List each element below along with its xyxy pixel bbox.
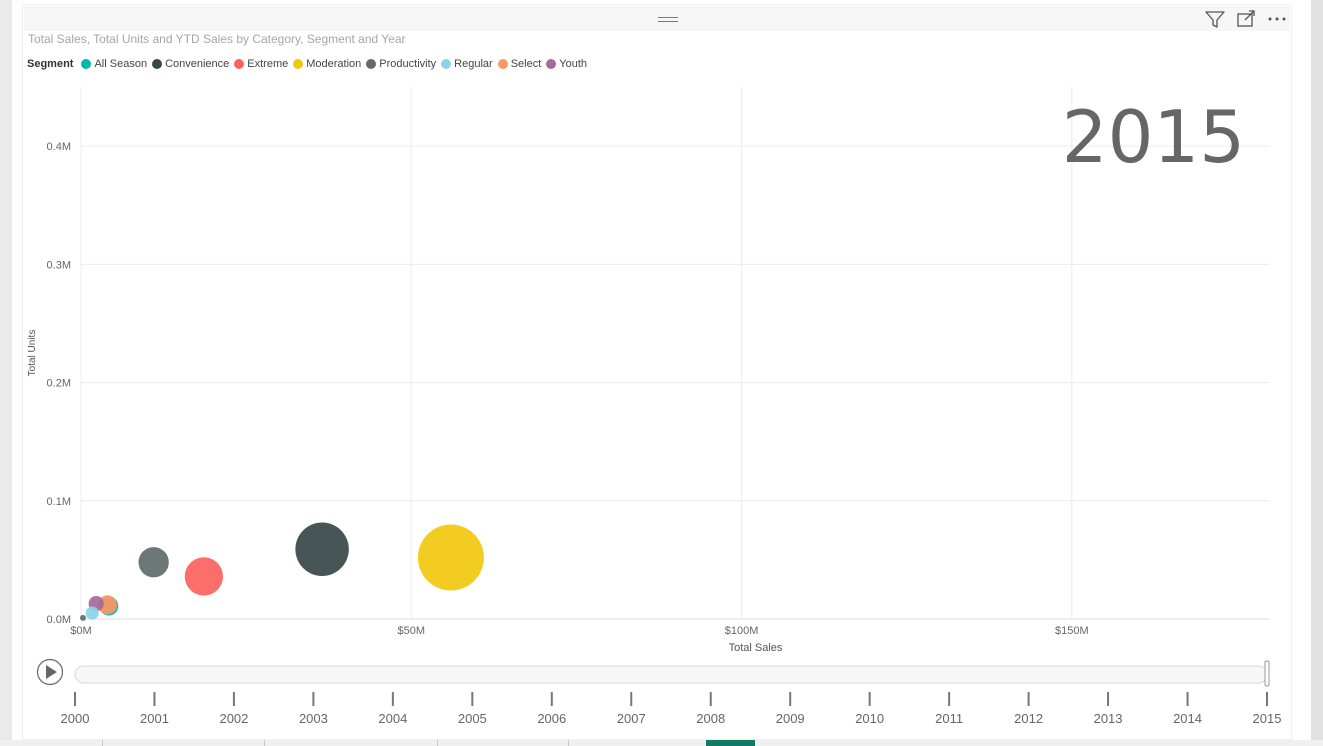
legend-item[interactable]: Convenience (152, 58, 229, 70)
timeline-year-label[interactable]: 2007 (617, 711, 646, 726)
legend-swatch (234, 59, 245, 69)
legend-label: Productivity (379, 58, 437, 70)
page-tabs-bar (0, 740, 1323, 746)
more-options-icon[interactable] (1266, 9, 1288, 29)
focus-mode-icon[interactable] (1235, 9, 1257, 29)
chart-title: Total Sales, Total Units and YTD Sales b… (28, 32, 406, 46)
y-tick-label: 0.3M (47, 259, 71, 271)
y-axis-title: Total Units (27, 330, 38, 377)
legend-label: Regular (454, 58, 493, 70)
page-tab-divider (264, 740, 265, 746)
legend-label: Moderation (306, 58, 362, 70)
timeline-year-label[interactable]: 2003 (299, 711, 328, 726)
legend-label: Extreme (247, 58, 289, 70)
play-icon[interactable] (46, 665, 57, 679)
y-tick-label: 0.4M (47, 141, 71, 153)
legend-label: Select (510, 58, 542, 70)
legend-label: All Season (94, 58, 148, 70)
legend-label: Youth (559, 58, 588, 70)
scatter-visual-card[interactable]: Total Sales, Total Units and YTD Sales b… (22, 4, 1292, 740)
legend-swatch (497, 59, 508, 69)
timeline-year-label[interactable]: 2000 (61, 711, 90, 726)
legend-swatch (293, 59, 304, 69)
legend-swatch (546, 59, 557, 69)
current-year-overlay: 2015 (1062, 95, 1245, 179)
legend-title: Segment (27, 58, 74, 70)
timeline-year-label[interactable]: 2014 (1173, 711, 1202, 726)
y-tick-label: 0.0M (47, 614, 71, 626)
timeline-year-label[interactable]: 2015 (1253, 711, 1282, 726)
timeline-year-label[interactable]: 2010 (855, 711, 884, 726)
x-tick-label: $150M (1055, 625, 1089, 637)
legend-item[interactable]: All Season (81, 58, 147, 70)
timeline-year-label[interactable]: 2005 (458, 711, 487, 726)
bubble-moderation[interactable] (417, 524, 484, 591)
y-tick-label: 0.2M (47, 378, 71, 390)
legend-swatch (366, 59, 377, 69)
timeline-track[interactable] (74, 665, 1268, 684)
timeline-year-label[interactable]: 2013 (1094, 711, 1123, 726)
y-tick-label: 0.1M (47, 496, 71, 508)
timeline-year-label[interactable]: 2009 (776, 711, 805, 726)
bubble-extreme[interactable] (184, 557, 224, 596)
bubble-productivity[interactable] (79, 614, 86, 621)
bubble-regular[interactable] (85, 606, 99, 620)
timeline-year-label[interactable]: 2002 (219, 711, 248, 726)
legend-swatch (81, 59, 92, 69)
x-tick-label: $0M (70, 625, 91, 637)
legend-label: Convenience (165, 58, 230, 70)
visual-header (24, 6, 1290, 31)
page-tab-divider (437, 740, 438, 746)
legend-item[interactable]: Youth (546, 58, 587, 70)
legend-items: All Season Convenience Extreme Moderation Pr… (81, 58, 592, 70)
page-tab-divider (568, 740, 569, 746)
filter-icon[interactable] (1204, 9, 1226, 29)
legend: Segment All Season Convenience Extreme Mode… (27, 58, 592, 70)
bubble-productivity[interactable] (138, 547, 169, 578)
legend-item[interactable]: Extreme (234, 58, 288, 70)
x-axis-title: Total Sales (729, 642, 783, 654)
timeline-year-label[interactable]: 2004 (378, 711, 407, 726)
legend-item[interactable]: Regular (441, 58, 493, 70)
timeline-year-label[interactable]: 2006 (537, 711, 566, 726)
timeline-handle[interactable] (1264, 660, 1270, 687)
legend-swatch (152, 59, 163, 69)
bubble-convenience[interactable] (295, 522, 349, 576)
legend-item[interactable]: Select (497, 58, 542, 70)
timeline-year-label[interactable]: 2012 (1014, 711, 1043, 726)
x-tick-label: $100M (725, 625, 759, 637)
legend-item[interactable]: Moderation (293, 58, 361, 70)
drag-handle-icon[interactable] (658, 17, 678, 23)
timeline-year-label[interactable]: 2011 (935, 711, 963, 726)
x-tick-label: $50M (398, 625, 426, 637)
canvas-scroll-rail (1311, 0, 1323, 746)
legend-item[interactable]: Productivity (366, 58, 436, 70)
timeline-year-label[interactable]: 2008 (696, 711, 725, 726)
active-page-tab[interactable] (706, 740, 755, 746)
page-tab-divider (102, 740, 103, 746)
timeline-year-label[interactable]: 2001 (140, 711, 169, 726)
legend-swatch (441, 59, 452, 69)
